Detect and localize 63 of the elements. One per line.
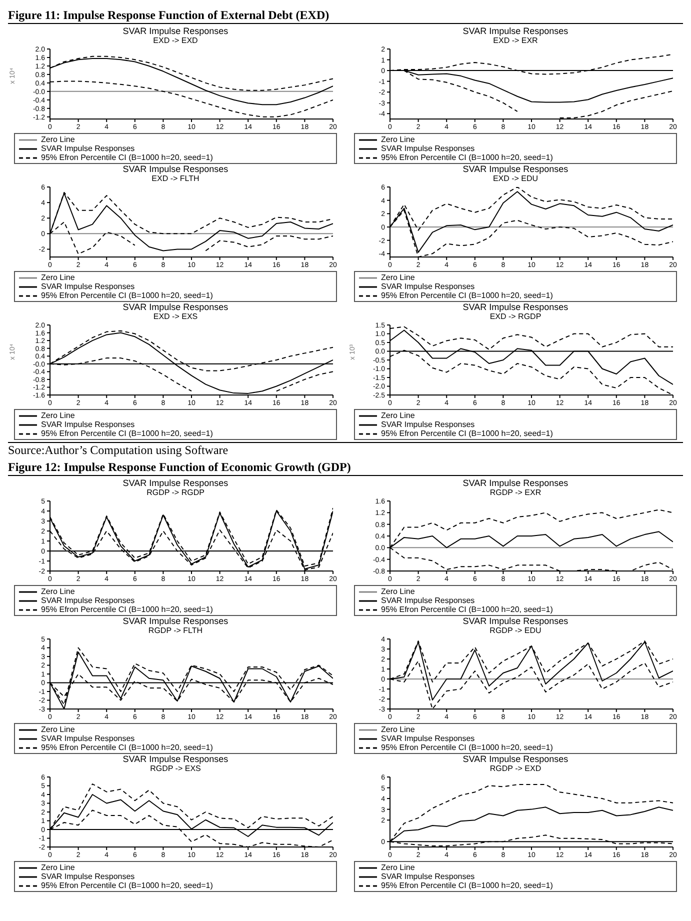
chart-subtitle: RGDP -> FLTH — [147, 626, 204, 635]
legend-label: Zero Line — [381, 587, 415, 596]
legend-label: SVAR Impulse Responses — [41, 144, 135, 153]
chart-subtitle: EXD -> EDU — [492, 174, 540, 183]
chart-title: SVAR Impulse Responses — [122, 302, 230, 312]
chart-subtitle: RGDP -> EXD — [488, 764, 542, 773]
legend-label: SVAR Impulse Responses — [41, 734, 135, 743]
chart-subtitle: RGDP -> EDU — [488, 626, 542, 635]
legend-label: SVAR Impulse Responses — [381, 282, 475, 291]
source-note: Source:Author’s Computation using Software — [8, 442, 683, 458]
legend-label: Zero Line — [381, 273, 415, 282]
legend-label: 95% Efron Percentile CI (B=1000 h=20, seed=1) — [41, 743, 213, 752]
legend-label: 95% Efron Percentile CI (B=1000 h=20, seed=1) — [41, 881, 213, 890]
legend-label: Zero Line — [381, 725, 415, 734]
legend-label: 95% Efron Percentile CI (B=1000 h=20, seed=1) — [41, 429, 213, 438]
legend-label: 95% Efron Percentile CI (B=1000 h=20, seed=1) — [41, 153, 213, 162]
caption: Figure 11: Impulse Response Function of External Debt (EXD) — [8, 8, 683, 24]
legend-label: Zero Line — [41, 411, 75, 420]
chart-title: SVAR Impulse Responses — [462, 616, 570, 626]
chart-title: SVAR Impulse Responses — [122, 616, 230, 626]
legend-label: Zero Line — [41, 863, 75, 872]
legend-label: Zero Line — [41, 725, 75, 734]
legend-label: 95% Efron Percentile CI (B=1000 h=20, seed=1) — [381, 605, 553, 614]
legend-label: SVAR Impulse Responses — [381, 734, 475, 743]
legend-label: SVAR Impulse Responses — [381, 144, 475, 153]
chart-title: SVAR Impulse Responses — [462, 26, 570, 36]
legend-label: Zero Line — [41, 273, 75, 282]
chart-title: SVAR Impulse Responses — [462, 302, 570, 312]
chart-subtitle: RGDP -> EXR — [488, 488, 542, 497]
legend-label: 95% Efron Percentile CI (B=1000 h=20, seed=1) — [381, 881, 553, 890]
legend-label: SVAR Impulse Responses — [381, 596, 475, 605]
chart-subtitle: EXD -> EXR — [492, 36, 539, 45]
legend-label: 95% Efron Percentile CI (B=1000 h=20, seed=1) — [41, 605, 213, 614]
chart-title: SVAR Impulse Responses — [122, 478, 230, 488]
legend-label: 95% Efron Percentile CI (B=1000 h=20, seed=1) — [41, 291, 213, 300]
legend-label: SVAR Impulse Responses — [41, 282, 135, 291]
legend-label: 95% Efron Percentile CI (B=1000 h=20, seed=1) — [381, 429, 553, 438]
legend-label: Zero Line — [381, 863, 415, 872]
chart-subtitle: EXD -> RGDP — [488, 312, 542, 321]
legend-label: SVAR Impulse Responses — [381, 872, 475, 881]
chart-title: SVAR Impulse Responses — [462, 478, 570, 488]
chart-title: SVAR Impulse Responses — [462, 164, 570, 174]
chart-subtitle: RGDP -> RGDP — [146, 488, 206, 497]
legend-label: SVAR Impulse Responses — [381, 420, 475, 429]
legend-label: 95% Efron Percentile CI (B=1000 h=20, seed=1) — [381, 291, 553, 300]
chart-title: SVAR Impulse Responses — [122, 26, 230, 36]
chart-subtitle: EXD -> FLTH — [150, 174, 200, 183]
legend-label: Zero Line — [381, 135, 415, 144]
chart-subtitle: EXD -> EXS — [152, 312, 199, 321]
chart-subtitle: RGDP -> EXS — [149, 764, 202, 773]
legend-label: Zero Line — [41, 587, 75, 596]
legend-label: Zero Line — [41, 135, 75, 144]
legend-label: Zero Line — [381, 411, 415, 420]
legend-label: SVAR Impulse Responses — [41, 420, 135, 429]
legend-label: SVAR Impulse Responses — [41, 872, 135, 881]
legend-label: 95% Efron Percentile CI (B=1000 h=20, seed=1) — [381, 153, 553, 162]
chart-title: SVAR Impulse Responses — [122, 164, 230, 174]
chart-title: SVAR Impulse Responses — [122, 754, 230, 764]
chart-subtitle: EXD -> EXD — [152, 36, 199, 45]
chart-title: SVAR Impulse Responses — [462, 754, 570, 764]
legend-label: SVAR Impulse Responses — [41, 596, 135, 605]
caption: Figure 12: Impulse Response Function of Economic Growth (GDP) — [8, 460, 683, 476]
legend-label: 95% Efron Percentile CI (B=1000 h=20, seed=1) — [381, 743, 553, 752]
